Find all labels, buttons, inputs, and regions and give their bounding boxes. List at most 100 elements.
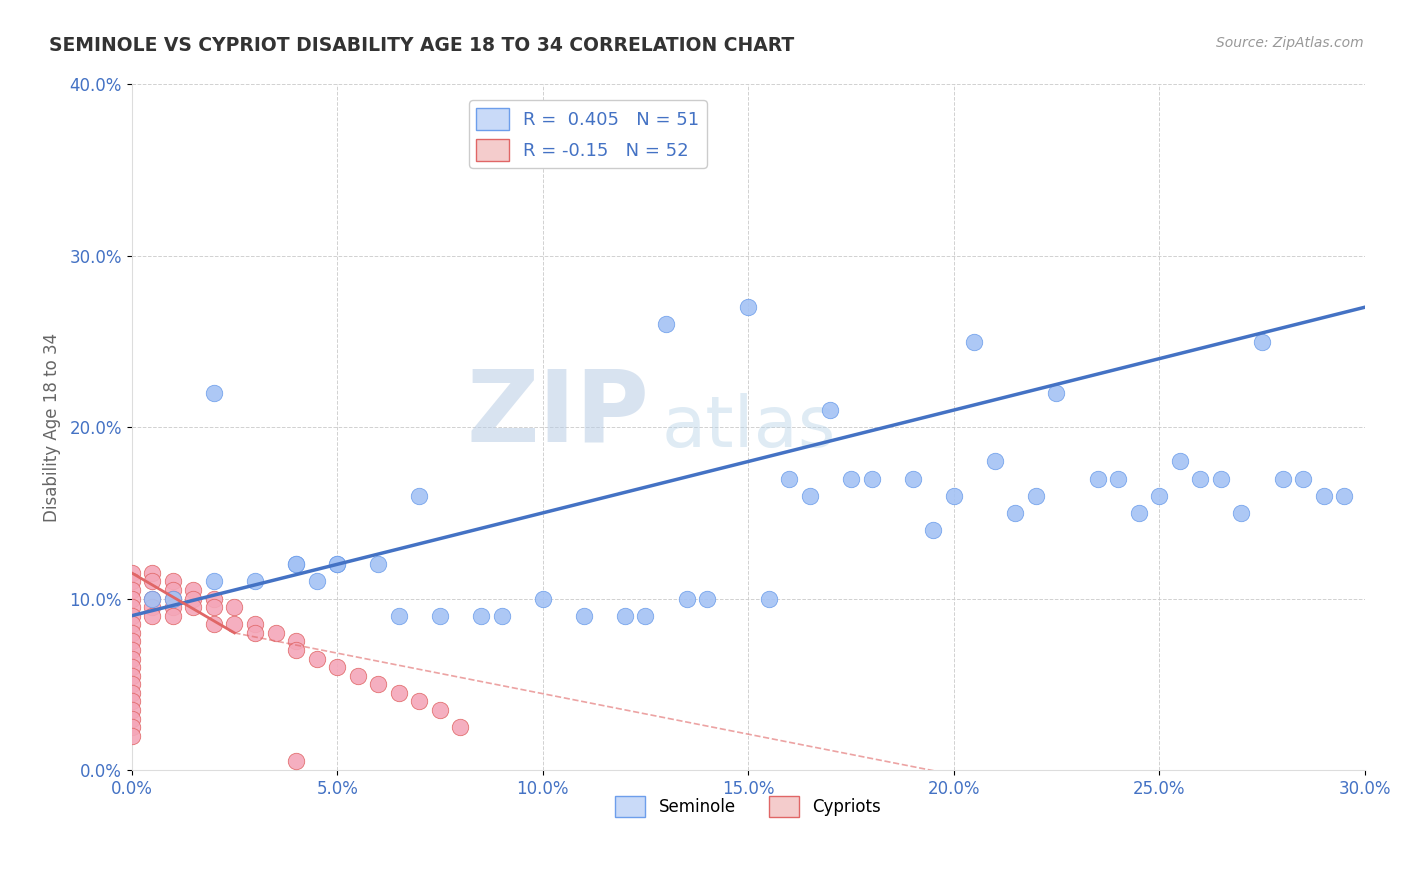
Point: [162, 574, 184, 589]
Point: [162, 600, 184, 615]
Point: [942, 489, 965, 503]
Point: [121, 660, 143, 674]
Point: [141, 591, 163, 606]
Point: [1107, 472, 1129, 486]
Y-axis label: Disability Age 18 to 34: Disability Age 18 to 34: [44, 333, 60, 522]
Point: [1292, 472, 1315, 486]
Point: [162, 591, 184, 606]
Point: [778, 472, 800, 486]
Point: [367, 558, 389, 572]
Point: [121, 574, 143, 589]
Point: [860, 472, 883, 486]
Point: [305, 651, 328, 665]
Point: [121, 729, 143, 743]
Point: [285, 558, 308, 572]
Point: [1189, 472, 1212, 486]
Point: [1004, 506, 1026, 520]
Point: [121, 694, 143, 708]
Point: [1128, 506, 1150, 520]
Point: [1087, 472, 1109, 486]
Text: Source: ZipAtlas.com: Source: ZipAtlas.com: [1216, 36, 1364, 50]
Point: [202, 591, 225, 606]
Point: [285, 634, 308, 648]
Point: [162, 582, 184, 597]
Point: [922, 523, 945, 537]
Point: [183, 591, 205, 606]
Point: [326, 558, 349, 572]
Text: SEMINOLE VS CYPRIOT DISABILITY AGE 18 TO 34 CORRELATION CHART: SEMINOLE VS CYPRIOT DISABILITY AGE 18 TO…: [49, 36, 794, 54]
Point: [613, 608, 636, 623]
Point: [224, 617, 246, 632]
Point: [243, 617, 266, 632]
Point: [202, 574, 225, 589]
Point: [305, 574, 328, 589]
Point: [675, 591, 697, 606]
Point: [121, 651, 143, 665]
Point: [121, 608, 143, 623]
Point: [450, 720, 472, 734]
Point: [121, 643, 143, 657]
Point: [1025, 489, 1047, 503]
Point: [141, 566, 163, 580]
Point: [121, 669, 143, 683]
Point: [408, 694, 430, 708]
Point: [1333, 489, 1355, 503]
Point: [243, 574, 266, 589]
Point: [121, 582, 143, 597]
Point: [121, 591, 143, 606]
Point: [388, 686, 411, 700]
Point: [183, 600, 205, 615]
Point: [388, 608, 411, 623]
Text: atlas: atlas: [662, 392, 837, 462]
Point: [202, 600, 225, 615]
Point: [634, 608, 657, 623]
Point: [141, 600, 163, 615]
Point: [696, 591, 718, 606]
Point: [470, 608, 492, 623]
Point: [121, 617, 143, 632]
Point: [326, 660, 349, 674]
Point: [121, 720, 143, 734]
Point: [121, 626, 143, 640]
Point: [820, 403, 842, 417]
Point: [1209, 472, 1232, 486]
Point: [202, 617, 225, 632]
Point: [162, 608, 184, 623]
Point: [839, 472, 862, 486]
Point: [1312, 489, 1334, 503]
Point: [264, 626, 287, 640]
Point: [1168, 454, 1191, 468]
Point: [1230, 506, 1253, 520]
Point: [202, 386, 225, 401]
Legend: Seminole, Cypriots: Seminole, Cypriots: [609, 789, 887, 823]
Point: [408, 489, 430, 503]
Text: ZIP: ZIP: [467, 365, 650, 462]
Point: [121, 703, 143, 717]
Point: [141, 591, 163, 606]
Point: [901, 472, 924, 486]
Point: [183, 582, 205, 597]
Point: [141, 574, 163, 589]
Point: [799, 489, 821, 503]
Point: [984, 454, 1007, 468]
Point: [737, 300, 759, 314]
Point: [285, 643, 308, 657]
Point: [121, 686, 143, 700]
Point: [121, 677, 143, 691]
Point: [1045, 386, 1067, 401]
Point: [758, 591, 780, 606]
Point: [162, 591, 184, 606]
Point: [572, 608, 595, 623]
Point: [285, 558, 308, 572]
Point: [655, 318, 678, 332]
Point: [346, 669, 368, 683]
Point: [243, 626, 266, 640]
Point: [121, 634, 143, 648]
Point: [1147, 489, 1170, 503]
Point: [121, 566, 143, 580]
Point: [1251, 334, 1274, 349]
Point: [121, 600, 143, 615]
Point: [429, 703, 451, 717]
Point: [1271, 472, 1294, 486]
Point: [326, 558, 349, 572]
